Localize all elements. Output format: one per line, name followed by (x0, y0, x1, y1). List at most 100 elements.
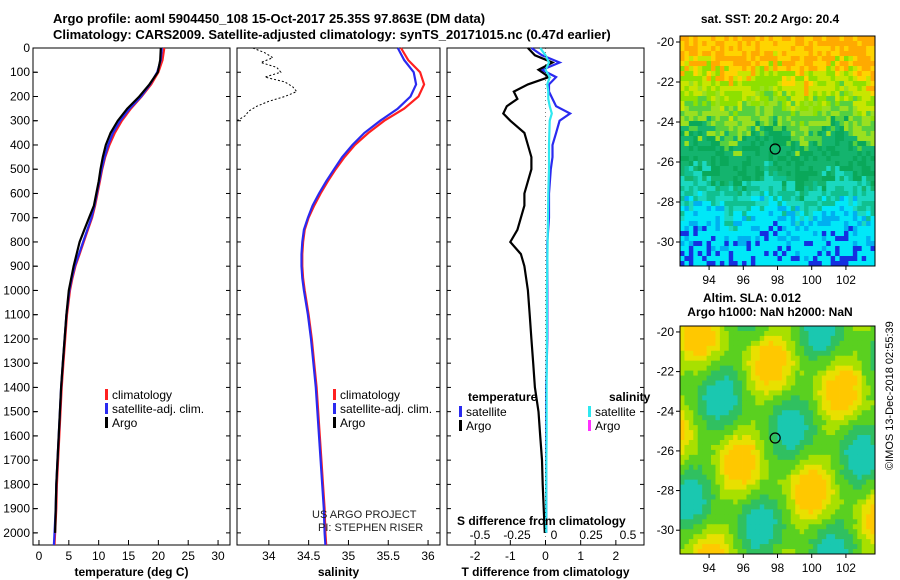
map-cell (799, 474, 805, 481)
map-cell (866, 96, 871, 102)
map-cell (697, 529, 703, 535)
depth-tick-label: 900 (10, 259, 30, 273)
map-cell (848, 330, 854, 337)
map-cell (870, 186, 876, 192)
map-y-tick-label: -26 (657, 444, 675, 458)
map-cell (786, 86, 792, 92)
map-cell (768, 161, 774, 167)
map-cell (715, 415, 721, 421)
map-cell (702, 479, 707, 486)
map-cell (733, 504, 739, 510)
map-cell (768, 221, 774, 227)
map-cell (759, 116, 765, 122)
map-cell (742, 425, 747, 431)
map-cell (790, 330, 796, 337)
map-cell (724, 196, 730, 202)
map-cell (821, 375, 827, 381)
map-cell (697, 51, 703, 57)
map-cell (861, 529, 867, 535)
map-cell (724, 370, 730, 376)
map-cell (786, 196, 792, 202)
map-cell (861, 121, 867, 127)
map-cell (711, 236, 716, 242)
map-cell (781, 101, 787, 107)
map-cell (804, 251, 809, 257)
map-cell (866, 51, 871, 57)
map-cell (746, 484, 752, 490)
map-cell (852, 549, 858, 555)
map-cell (693, 51, 699, 57)
map-cell (742, 236, 747, 242)
map-cell (835, 161, 840, 167)
map-cell (790, 181, 796, 187)
map-cell (711, 101, 716, 107)
map-cell (821, 161, 827, 167)
map-cell (830, 221, 836, 227)
map-cell (697, 474, 703, 481)
map-cell (804, 549, 809, 555)
map-cell (843, 166, 849, 172)
map-cell (715, 375, 721, 381)
map-cell (786, 221, 792, 227)
map-cell (728, 86, 734, 92)
legend-label: satellite (466, 405, 507, 419)
map-cell (750, 425, 756, 431)
map-cell (826, 484, 832, 490)
map-cell (737, 400, 743, 406)
map-cell (688, 46, 694, 52)
map-cell (719, 66, 725, 72)
map-cell (768, 410, 774, 416)
map-cell (711, 494, 716, 500)
map-cell (688, 101, 694, 107)
map-cell (706, 400, 712, 406)
map-cell (706, 151, 712, 157)
map-cell (746, 226, 752, 232)
map-cell (781, 509, 787, 515)
map-cell (777, 86, 783, 92)
map-cell (786, 360, 792, 367)
map-cell (764, 375, 770, 381)
map-cell (764, 36, 770, 42)
map-cell (706, 360, 712, 367)
map-cell (821, 136, 827, 142)
map-cell (777, 440, 783, 446)
map-cell (724, 335, 730, 342)
map-cell (773, 156, 778, 162)
map-cell (697, 430, 703, 436)
map-cell (688, 326, 694, 332)
map-cell (684, 385, 690, 391)
map-cell (866, 504, 871, 510)
map-cell (755, 241, 761, 247)
map-cell (786, 340, 792, 347)
map-cell (839, 474, 845, 481)
map-cell (684, 251, 690, 257)
map-cell (773, 474, 778, 481)
map-cell (742, 256, 747, 262)
map-cell (768, 435, 774, 441)
map-cell (706, 41, 712, 47)
map-cell (843, 454, 849, 461)
map-cell (702, 385, 707, 391)
map-cell (719, 151, 725, 157)
map-cell (719, 161, 725, 167)
map-cell (719, 141, 725, 147)
map-cell (795, 454, 801, 461)
map-cell (693, 380, 699, 386)
map-cell (812, 370, 818, 376)
map-cell (773, 186, 778, 192)
legend-swatch (588, 420, 591, 431)
map-cell (781, 544, 787, 550)
map-cell (848, 216, 854, 222)
map-cell (759, 181, 765, 187)
map-cell (755, 101, 761, 107)
map-cell (777, 151, 783, 157)
map-cell (866, 196, 871, 202)
map-cell (857, 375, 863, 381)
map-cell (773, 549, 778, 555)
salinity-diff-tick-label: 0.5 (620, 528, 637, 542)
map-cell (715, 340, 721, 347)
map-cell (773, 176, 778, 182)
legend-swatch (333, 389, 336, 400)
map-cell (737, 66, 743, 72)
map-cell (817, 420, 823, 426)
